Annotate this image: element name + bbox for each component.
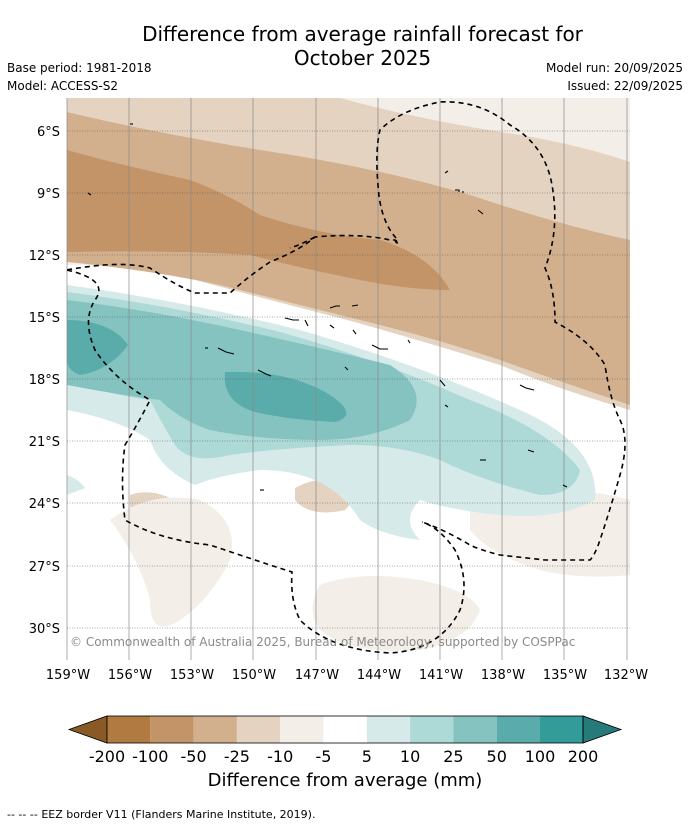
lat-label: 21°S: [29, 435, 60, 450]
colorbar-bin: [150, 716, 194, 743]
lat-label: 24°S: [29, 497, 60, 512]
colorbar-bin: [236, 716, 281, 743]
colorbar-tick: 5: [362, 747, 372, 766]
lat-label: 12°S: [29, 249, 60, 264]
colorbar-tick: -5: [316, 747, 332, 766]
colorbar: -200 -100 -50 -25 -10 -5 5 10 25 50 100 …: [67, 715, 623, 766]
footer-legend: -- -- -- EEZ border V11 (Flanders Marine…: [7, 808, 315, 821]
colorbar-bin: [107, 716, 151, 743]
issued-date: Issued: 22/09/2025: [567, 79, 683, 93]
colorbar-bin: [193, 716, 237, 743]
base-period: Base period: 1981-2018: [7, 61, 152, 75]
model-run: Model run: 20/09/2025: [545, 61, 683, 75]
meta-left: Base period: 1981-2018 Model: ACCESS-S2: [7, 59, 152, 95]
meta-right: Model run: 20/09/2025 Issued: 22/09/2025: [546, 59, 683, 95]
lat-label: 27°S: [29, 560, 60, 575]
title-line-2: October 2025: [293, 46, 432, 70]
colorbar-extend-high: [582, 715, 623, 744]
lat-label: 15°S: [29, 311, 60, 326]
colorbar-bin: [453, 716, 497, 743]
lon-label: 153°W: [170, 668, 214, 683]
longitude-labels: 159°W 156°W 153°W 150°W 147°W 144°W 141°…: [46, 668, 648, 683]
lat-label: 6°S: [37, 125, 60, 140]
colorbar-tick: 200: [568, 747, 599, 766]
colorbar-bin: [280, 716, 324, 743]
colorbar-title: Difference from average (mm): [207, 770, 483, 791]
graticule: [66, 98, 630, 660]
colorbar-tick: -100: [132, 747, 168, 766]
colorbar-extend-low: [67, 715, 108, 744]
islands: [87, 123, 568, 491]
eez-legend-marker: -- -- --: [7, 808, 38, 821]
eez-borders: [67, 101, 626, 654]
lon-label: 132°W: [604, 668, 648, 683]
lon-label: 159°W: [46, 668, 90, 683]
lon-label: 156°W: [108, 668, 152, 683]
lon-label: 135°W: [543, 668, 587, 683]
rainfall-anomaly-fill: [67, 98, 630, 660]
colorbar-tick: 25: [443, 747, 463, 766]
latitude-labels: 6°S 9°S 12°S 15°S 18°S 21°S 24°S 27°S 30…: [29, 125, 60, 637]
anomaly-wet-west-patch: [67, 320, 128, 375]
anomaly-wet-edge-patch: [67, 475, 85, 495]
model-name: Model: ACCESS-S2: [7, 79, 119, 93]
colorbar-tick: -10: [267, 747, 293, 766]
title-line-1: Difference from average rainfall forecas…: [142, 22, 583, 46]
colorbar-tick: -25: [224, 747, 250, 766]
lon-label: 138°W: [481, 668, 525, 683]
eez-border-east: [376, 101, 626, 561]
colorbar-ticks: -200 -100 -50 -25 -10 -5 5 10 25 50 100 …: [89, 747, 598, 766]
lon-label: 147°W: [295, 668, 339, 683]
colorbar-bin: [410, 716, 454, 743]
lon-label: 150°W: [232, 668, 276, 683]
map-title: Difference from average rainfall forecas…: [0, 22, 690, 70]
lon-label: 141°W: [419, 668, 463, 683]
colorbar-bin: [496, 716, 540, 743]
colorbar-tick: -200: [89, 747, 125, 766]
lat-label: 30°S: [29, 622, 60, 637]
lat-label: 9°S: [37, 187, 60, 202]
anomaly-dry-south-centre-patch: [312, 576, 480, 651]
anomaly-dry-50-100-band: [67, 150, 450, 290]
colorbar-tick: -50: [181, 747, 207, 766]
colorbar-tick: 50: [487, 747, 507, 766]
colorbar-tick: 10: [400, 747, 420, 766]
colorbar-bin: [323, 716, 367, 743]
eez-border-west: [67, 234, 465, 654]
lon-label: 144°W: [357, 668, 401, 683]
anomaly-dry-south-patch: [110, 497, 232, 627]
colorbar-tick: 100: [525, 747, 556, 766]
lat-label: 18°S: [29, 373, 60, 388]
eez-legend-text: EEZ border V11 (Flanders Marine Institut…: [41, 808, 316, 821]
colorbar-bin: [540, 716, 583, 743]
copyright-text: © Commonwealth of Australia 2025, Bureau…: [70, 635, 575, 649]
colorbar-bin: [366, 716, 411, 743]
